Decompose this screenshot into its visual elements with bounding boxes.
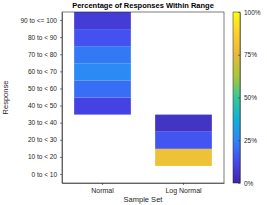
tick-mark — [60, 106, 62, 107]
cell — [155, 115, 212, 132]
colorbar-tick-mark — [238, 12, 240, 13]
colorbar-axis-line — [240, 13, 241, 184]
axis-line — [63, 183, 225, 184]
tick-mark — [102, 183, 103, 185]
tick-mark — [60, 123, 62, 124]
title: Percentage of Responses Within Range — [72, 1, 214, 10]
tick: 0 to < 10 — [32, 171, 62, 178]
cell — [155, 149, 212, 166]
cell — [74, 98, 131, 115]
colorbar-tick-label: 0% — [244, 180, 254, 187]
tick-label: 40 to < 50 — [28, 102, 57, 109]
tick-label: 10 to < 20 — [28, 153, 57, 160]
tick: Normal — [91, 183, 114, 194]
colorbar-tick-mark — [238, 140, 240, 141]
tick: 90 to <= 100 — [20, 17, 62, 24]
colorbar — [233, 12, 240, 183]
x-title: Sample Set — [124, 195, 164, 204]
tick-label: 0 to < 10 — [32, 171, 58, 178]
tick-label: 20 to < 30 — [28, 136, 57, 143]
colorbar-tick: 100% — [238, 9, 261, 16]
cell — [74, 63, 131, 80]
colorbar-tick-mark — [238, 183, 240, 184]
tick-mark — [60, 54, 62, 55]
tick-mark — [60, 157, 62, 158]
tick-mark — [60, 37, 62, 38]
colorbar-tick-mark — [238, 98, 240, 99]
tick-mark — [60, 71, 62, 72]
tick-mark — [60, 20, 62, 21]
cell — [155, 132, 212, 149]
tick-label: Normal — [91, 187, 114, 194]
tick-mark — [60, 174, 62, 175]
tick-label: 90 to <= 100 — [20, 17, 57, 24]
tick: 30 to < 40 — [28, 119, 62, 126]
colorbar-tick: 75% — [238, 51, 257, 58]
tick: 10 to < 20 — [28, 153, 62, 160]
cell — [74, 12, 131, 29]
cell — [74, 29, 131, 46]
y-axis: 0 to < 10 10 to < 20 20 to < 30 30 to < 40 4… — [20, 13, 62, 184]
tick: Log Normal — [165, 183, 202, 195]
colorbar-tick: 50% — [238, 94, 257, 101]
tick-mark — [183, 183, 184, 185]
y-title: Response — [1, 81, 10, 115]
colorbar-tick-label: 50% — [244, 94, 257, 101]
tick-label: Log Normal — [165, 187, 202, 195]
colorbar-axis: 0% 25% 50% 75% 100% — [238, 9, 261, 187]
tick: 80 to < 90 — [28, 34, 62, 41]
tick-label: 50 to < 60 — [28, 85, 57, 92]
plot-frame — [62, 12, 224, 183]
tick-label: 80 to < 90 — [28, 34, 57, 41]
colorbar-tick: 25% — [238, 137, 257, 144]
colorbar-tick: 0% — [238, 180, 254, 187]
tick: 50 to < 60 — [28, 85, 62, 92]
colorbar-tick-label: 25% — [244, 137, 257, 144]
tick: 40 to < 50 — [28, 102, 62, 109]
tick: 20 to < 30 — [28, 136, 62, 143]
colorbar-tick-label: 100% — [244, 9, 261, 16]
cells — [74, 12, 212, 166]
colorbar-tick-mark — [238, 55, 240, 56]
tick-label: 70 to < 80 — [28, 51, 57, 58]
tick-mark — [60, 140, 62, 141]
chart: Percentage of Responses Within Range Norm… — [0, 0, 267, 205]
axis-line — [62, 13, 63, 184]
cell — [74, 80, 131, 97]
tick: 60 to < 70 — [28, 68, 62, 75]
cell — [74, 46, 131, 63]
x-axis: Normal Log Normal — [63, 183, 225, 195]
tick: 70 to < 80 — [28, 51, 62, 58]
colorbar-tick-label: 75% — [244, 51, 257, 58]
tick-mark — [60, 88, 62, 89]
tick-label: 60 to < 70 — [28, 68, 57, 75]
tick-label: 30 to < 40 — [28, 119, 57, 126]
